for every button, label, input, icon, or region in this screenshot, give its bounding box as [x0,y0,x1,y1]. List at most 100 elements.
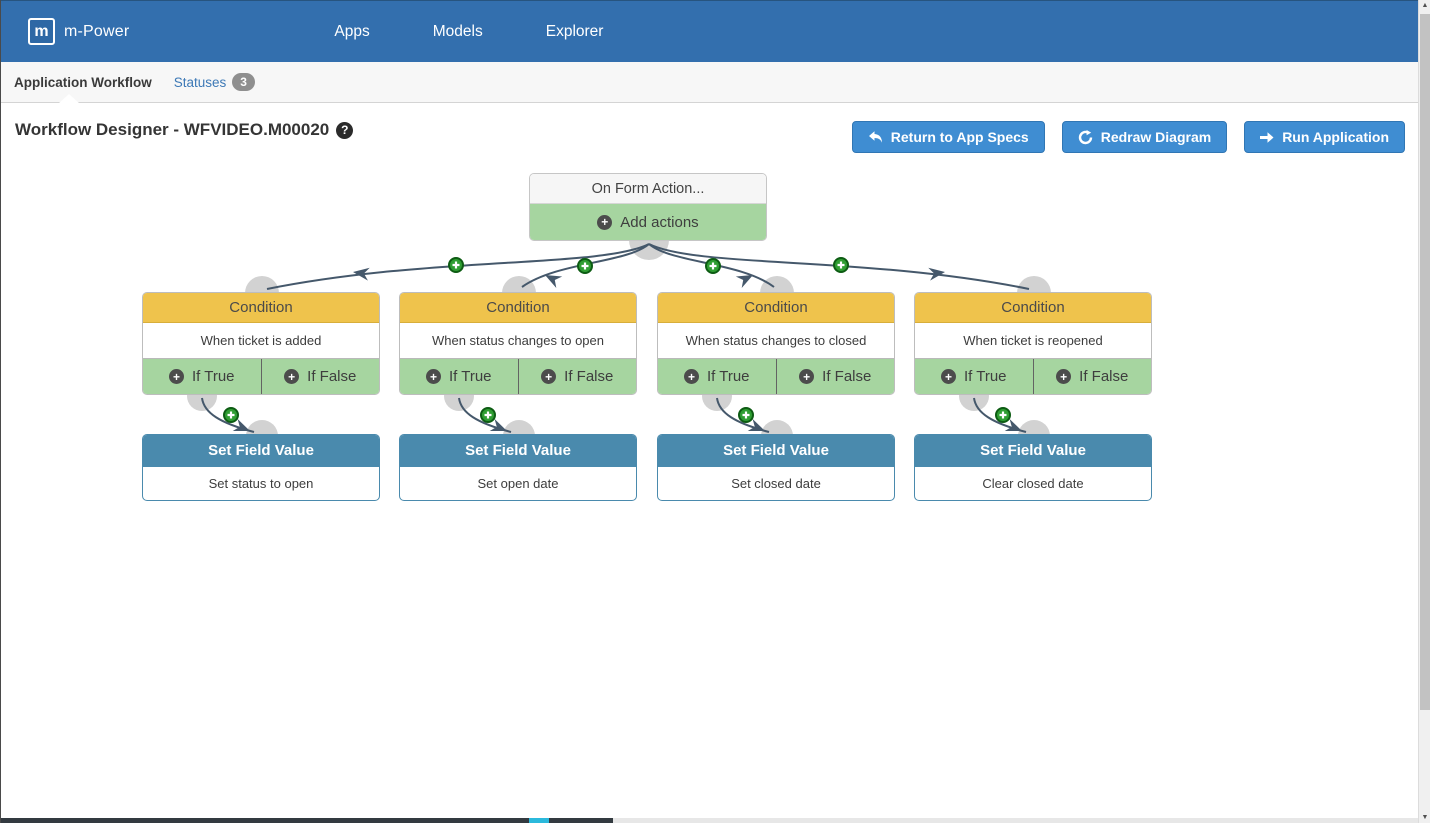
condition-title[interactable]: Condition [658,293,894,323]
add-on-connector-icon [833,257,849,273]
bottom-edge-strip [1,818,1419,823]
action-description: Set open date [477,476,559,491]
vertical-scrollbar[interactable]: ▲ ▼ [1418,0,1430,823]
reply-icon [868,131,882,143]
if-false-button[interactable]: + If False [1034,359,1152,394]
return-to-app-specs-label: Return to App Specs [890,129,1029,145]
statuses-count-badge: 3 [232,73,255,91]
node-on-form-action[interactable]: On Form Action... + Add actions [529,173,767,241]
nav-item-explorer[interactable]: Explorer [545,22,604,40]
add-actions-label: Add actions [620,213,699,231]
node-set-field-value-3[interactable]: Set Field Value Set closed date [657,434,895,501]
page-title: Workflow Designer - WFVIDEO.M00020 ? [15,120,354,140]
redraw-diagram-label: Redraw Diagram [1100,129,1212,145]
plus-circle-icon: + [1056,369,1072,384]
add-on-connector-icon [577,258,593,274]
if-false-label: If False [1079,368,1129,385]
toolbar-buttons: Return to App Specs Redraw Diagram Run A… [835,121,1405,153]
if-true-label: If True [191,368,235,385]
arrow-right-icon [1260,131,1274,143]
scrollbar-up-icon[interactable]: ▲ [1421,2,1429,9]
condition-description: When ticket is added [143,323,379,358]
tab-application-workflow[interactable]: Application Workflow [14,74,152,90]
add-on-connector-icon [223,407,239,423]
tab-statuses-label: Statuses [173,74,227,90]
action-description: Set status to open [208,476,314,491]
if-true-button[interactable]: + If True [143,359,262,394]
bottom-strip-dark [1,818,613,823]
scrollbar-thumb[interactable] [1420,14,1430,710]
connector-arrowheads [232,267,1022,432]
top-navbar: m m-Power Apps Models Explorer [1,0,1419,62]
plus-circle-icon: + [799,369,815,384]
node-condition-2[interactable]: Condition When status changes to open + … [399,292,637,395]
if-true-button[interactable]: + If True [915,359,1034,394]
add-on-connector-icon [995,407,1011,423]
nav-item-apps[interactable]: Apps [334,22,370,40]
if-false-button[interactable]: + If False [519,359,637,394]
add-on-connector-icon [738,407,754,423]
toolbar-row: Workflow Designer - WFVIDEO.M00020 ? Ret… [1,103,1419,163]
action-title[interactable]: Set Field Value [400,435,636,467]
node-condition-1[interactable]: Condition When ticket is added + If True… [142,292,380,395]
action-description: Clear closed date [982,476,1084,491]
tab-bar: Application Workflow Statuses 3 [1,62,1419,103]
scrollbar-down-icon[interactable]: ▼ [1421,814,1429,821]
page-title-text: Workflow Designer - WFVIDEO.M00020 [15,120,330,139]
condition-title[interactable]: Condition [400,293,636,323]
node-set-field-value-4[interactable]: Set Field Value Clear closed date [914,434,1152,501]
add-on-connector-icon [480,407,496,423]
if-true-button[interactable]: + If True [400,359,519,394]
node-set-field-value-1[interactable]: Set Field Value Set status to open [142,434,380,501]
bottom-strip-light [613,818,1419,823]
action-title[interactable]: Set Field Value [143,435,379,467]
plus-circle-icon: + [683,369,699,384]
connector-add-badges[interactable] [223,257,1011,423]
navbar-menu: Apps Models Explorer [334,23,666,41]
node-set-field-value-2[interactable]: Set Field Value Set open date [399,434,637,501]
return-to-app-specs-button[interactable]: Return to App Specs [851,121,1045,153]
active-tab-caret [58,93,80,103]
add-actions-button[interactable]: + Add actions [530,204,766,240]
nav-item-models[interactable]: Models [432,22,483,40]
if-true-button[interactable]: + If True [658,359,777,394]
if-true-label: If True [448,368,492,385]
plus-circle-icon: + [940,369,956,384]
if-false-label: If False [564,368,614,385]
action-description: Set closed date [731,476,821,491]
plus-circle-icon: + [425,369,441,384]
plus-circle-icon: + [597,214,613,230]
condition-description: When ticket is reopened [915,323,1151,358]
connector-root-cond1 [266,243,650,290]
node-title[interactable]: On Form Action... [530,174,766,204]
action-title[interactable]: Set Field Value [658,435,894,467]
if-true-label: If True [963,368,1007,385]
condition-title[interactable]: Condition [143,293,379,323]
connector-root-cond4 [648,243,1030,290]
if-false-label: If False [307,368,357,385]
add-on-connector-icon [448,257,464,273]
condition-title[interactable]: Condition [915,293,1151,323]
if-true-label: If True [706,368,750,385]
add-on-connector-icon [705,258,721,274]
condition-description: When status changes to closed [658,323,894,358]
tab-statuses[interactable]: Statuses 3 [174,73,255,91]
bottom-strip-cyan [529,818,549,823]
help-icon[interactable]: ? [336,121,354,139]
plus-circle-icon: + [541,369,557,384]
brand[interactable]: m m-Power [28,18,129,45]
workflow-canvas[interactable]: On Form Action... + Add actions Conditio… [1,160,1421,780]
mpower-logo-icon: m [28,18,55,45]
if-false-button[interactable]: + If False [262,359,380,394]
run-application-button[interactable]: Run Application [1244,121,1405,153]
condition-description: When status changes to open [400,323,636,358]
action-title[interactable]: Set Field Value [915,435,1151,467]
plus-circle-icon: + [284,369,300,384]
redraw-diagram-button[interactable]: Redraw Diagram [1061,121,1228,153]
if-false-button[interactable]: + If False [777,359,895,394]
plus-circle-icon: + [168,369,184,384]
node-condition-3[interactable]: Condition When status changes to closed … [657,292,895,395]
node-condition-4[interactable]: Condition When ticket is reopened + If T… [914,292,1152,395]
if-false-label: If False [822,368,872,385]
brand-name: m-Power [64,22,130,40]
